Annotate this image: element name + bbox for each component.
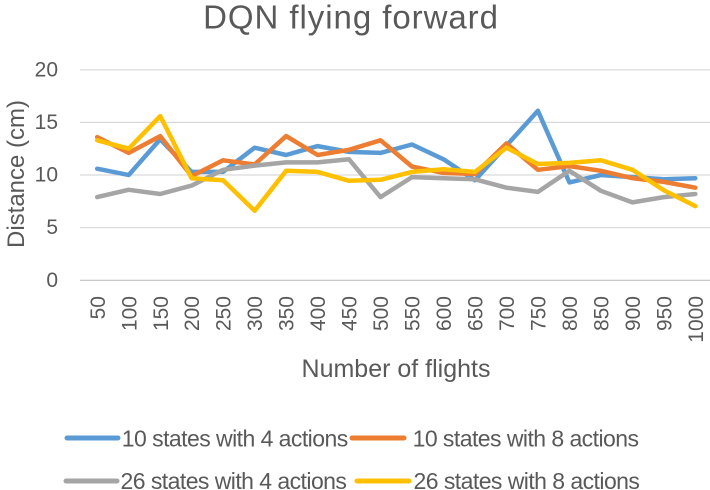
svg-text:200: 200: [181, 296, 204, 331]
svg-text:10 states with 8 actions: 10 states with 8 actions: [413, 425, 639, 451]
svg-text:26 states with 4 actions: 26 states with 4 actions: [121, 468, 347, 490]
svg-text:Number of flights: Number of flights: [302, 355, 491, 383]
svg-text:1000: 1000: [685, 296, 708, 343]
svg-text:300: 300: [244, 296, 267, 331]
svg-text:10: 10: [35, 164, 58, 187]
svg-text:20: 20: [35, 58, 58, 81]
svg-text:150: 150: [150, 296, 173, 331]
svg-text:800: 800: [559, 296, 582, 331]
svg-text:100: 100: [118, 296, 141, 331]
svg-text:15: 15: [35, 111, 58, 134]
svg-text:450: 450: [339, 296, 362, 331]
svg-text:650: 650: [465, 296, 488, 331]
svg-text:900: 900: [622, 296, 645, 331]
svg-text:700: 700: [496, 296, 519, 331]
svg-text:26 states with 8 actions: 26 states with 8 actions: [414, 468, 640, 490]
svg-text:950: 950: [653, 296, 676, 331]
svg-text:50: 50: [87, 296, 110, 319]
svg-text:DQN flying forward: DQN flying forward: [203, 0, 499, 36]
svg-text:500: 500: [370, 296, 393, 331]
svg-text:10 states with 4 actions: 10 states with 4 actions: [122, 425, 348, 451]
svg-text:5: 5: [46, 216, 58, 239]
svg-text:Distance (cm): Distance (cm): [3, 100, 30, 248]
svg-text:250: 250: [213, 296, 236, 331]
svg-text:850: 850: [591, 296, 614, 331]
svg-text:750: 750: [528, 296, 551, 331]
svg-text:400: 400: [307, 296, 330, 331]
svg-text:350: 350: [276, 296, 299, 331]
svg-text:550: 550: [402, 296, 425, 331]
svg-text:0: 0: [46, 269, 58, 292]
svg-text:600: 600: [433, 296, 456, 331]
